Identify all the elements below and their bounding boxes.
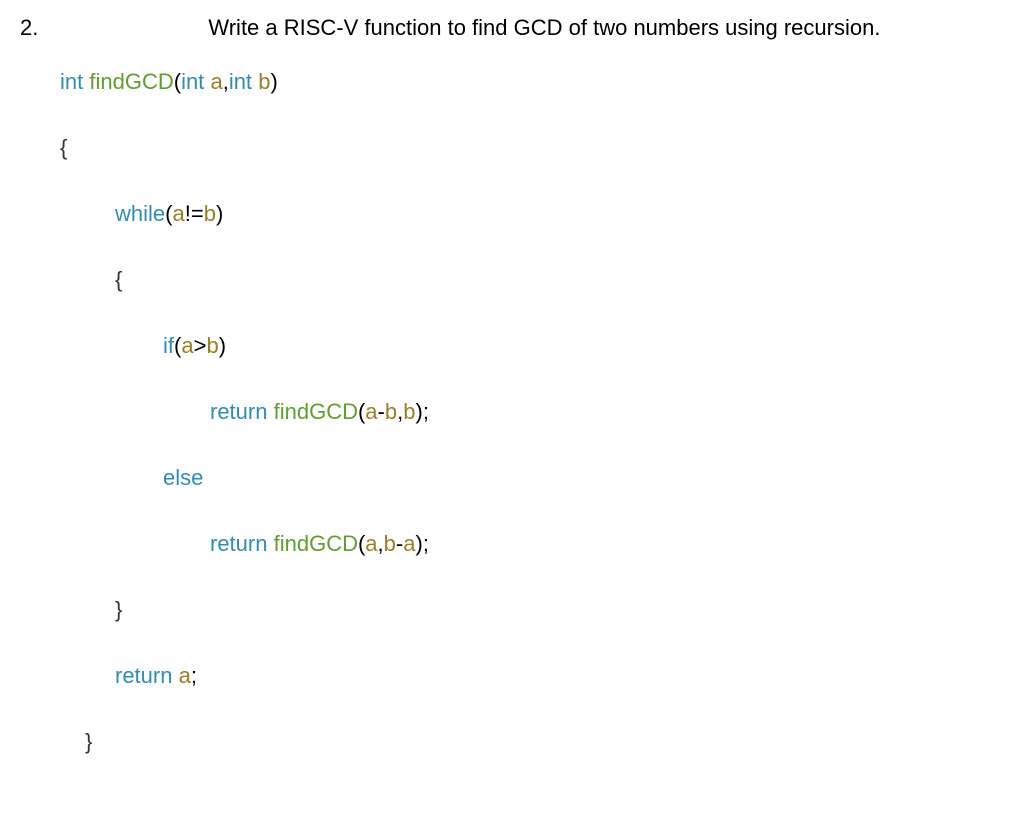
keyword-int: int	[60, 69, 83, 94]
var-a: a	[210, 69, 222, 94]
question-text: Write a RISC-V function to find GCD of t…	[208, 15, 880, 41]
code-line-else: else	[60, 467, 1004, 489]
code-line-return-2: return findGCD(a,b-a);	[60, 533, 1004, 555]
func-call: findGCD	[274, 531, 358, 556]
var-b: b	[204, 201, 216, 226]
semicolon: ;	[423, 531, 429, 556]
open-brace: {	[60, 135, 67, 160]
var-a: a	[172, 201, 184, 226]
code-line-while: while(a!=b)	[60, 203, 1004, 225]
var-b: b	[385, 399, 397, 424]
func-name: findGCD	[89, 69, 173, 94]
operator-minus: -	[378, 399, 385, 424]
func-call: findGCD	[274, 399, 358, 424]
close-paren: )	[219, 333, 226, 358]
close-paren: )	[270, 69, 277, 94]
code-block: int findGCD(int a,int b) { while(a!=b) {…	[20, 71, 1004, 753]
close-brace: }	[115, 597, 122, 622]
var-a: a	[365, 531, 377, 556]
var-a: a	[181, 333, 193, 358]
var-b: b	[258, 69, 270, 94]
var-a: a	[179, 663, 191, 688]
code-line-return-1: return findGCD(a-b,b);	[60, 401, 1004, 423]
keyword-else: else	[163, 465, 203, 490]
operator-neq: !=	[185, 201, 204, 226]
open-paren: (	[174, 69, 181, 94]
semicolon: ;	[191, 663, 197, 688]
code-line-close-brace-inner: }	[60, 599, 1004, 621]
close-paren: )	[416, 531, 423, 556]
close-brace: }	[85, 729, 92, 754]
var-b: b	[384, 531, 396, 556]
code-line-if: if(a>b)	[60, 335, 1004, 357]
var-b: b	[206, 333, 218, 358]
close-paren: )	[216, 201, 223, 226]
var-a: a	[365, 399, 377, 424]
question-header: 2. Write a RISC-V function to find GCD o…	[20, 15, 1004, 41]
keyword-int: int	[229, 69, 252, 94]
semicolon: ;	[423, 399, 429, 424]
keyword-if: if	[163, 333, 174, 358]
open-brace: {	[115, 267, 122, 292]
keyword-while: while	[115, 201, 165, 226]
code-line-close-brace: }	[60, 731, 1004, 753]
code-line-return-final: return a;	[60, 665, 1004, 687]
code-line-open-brace-inner: {	[60, 269, 1004, 291]
close-paren: )	[416, 399, 423, 424]
code-line-signature: int findGCD(int a,int b)	[60, 71, 1004, 93]
operator-gt: >	[194, 333, 207, 358]
var-a: a	[403, 531, 415, 556]
var-b: b	[403, 399, 415, 424]
code-line-open-brace: {	[60, 137, 1004, 159]
keyword-return: return	[210, 399, 267, 424]
keyword-return: return	[115, 663, 172, 688]
question-number: 2.	[20, 15, 38, 41]
keyword-return: return	[210, 531, 267, 556]
keyword-int: int	[181, 69, 204, 94]
